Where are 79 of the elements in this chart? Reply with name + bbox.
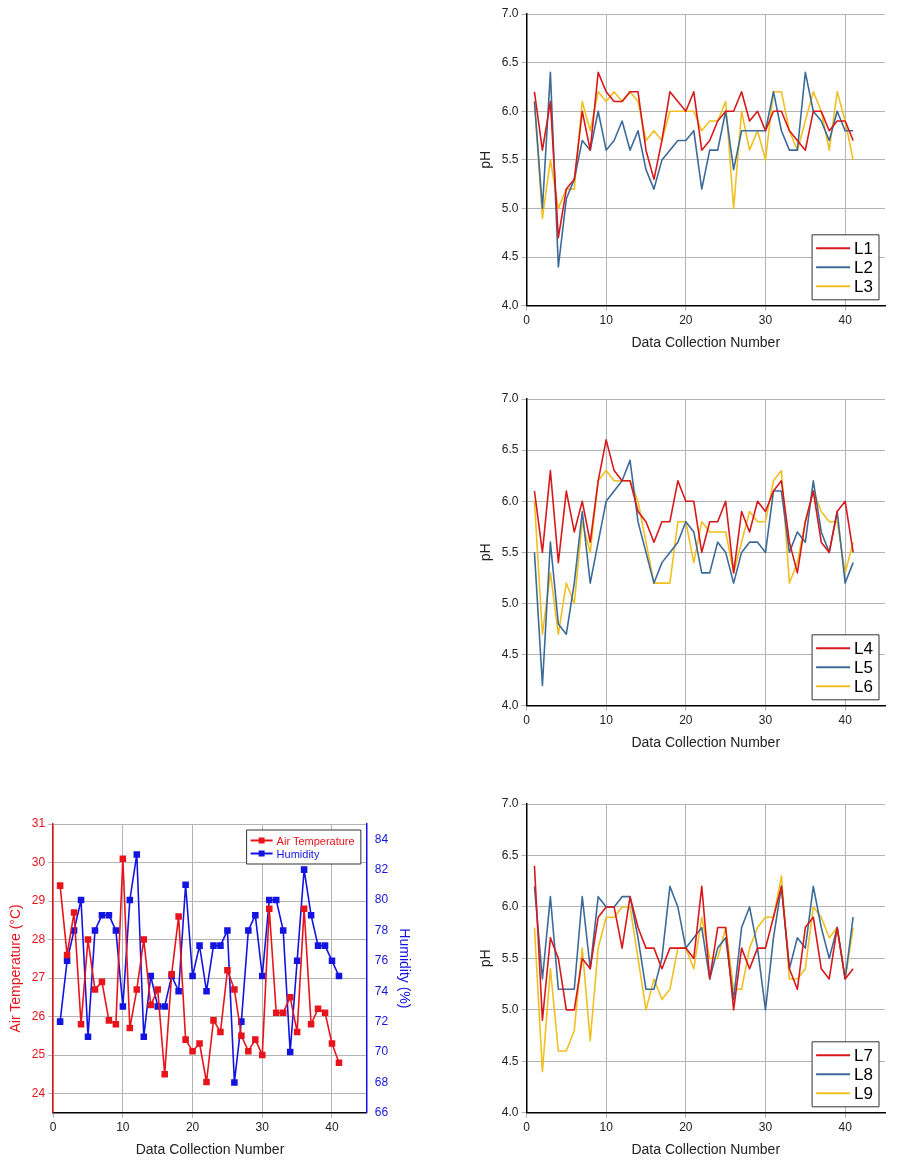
x-tick-label: 30 — [255, 1120, 270, 1135]
y-tick-label: 6.5 — [501, 442, 519, 457]
x-tick-label: 30 — [758, 313, 773, 328]
x-axis-title: Data Collection Number — [631, 1141, 781, 1158]
y-tick-label: 4.0 — [501, 298, 519, 313]
y-tick-label: 24 — [31, 1085, 46, 1100]
y-tick-label: 30 — [31, 854, 46, 869]
y-tick-label: 7.0 — [501, 6, 519, 21]
x-tick-label: 20 — [679, 713, 693, 728]
legend-label: L4 — [854, 638, 874, 658]
y-tick-label: 27 — [31, 970, 46, 985]
y-tick-label: 4.5 — [501, 646, 519, 661]
y2-tick-label: 68 — [374, 1074, 389, 1089]
y-axis-title: Air Temperature (°C) — [7, 904, 24, 1033]
x-tick-label: 30 — [758, 1120, 773, 1135]
legend-label: L3 — [854, 276, 874, 296]
legend-label: L1 — [854, 238, 874, 258]
y-tick-label: 5.5 — [501, 950, 519, 965]
y-axis-title: pH — [477, 543, 494, 562]
x-tick-label: 10 — [599, 1120, 614, 1135]
legend-label: L8 — [854, 1064, 874, 1084]
x-tick-label: 0 — [523, 713, 531, 728]
y-tick-label: 29 — [31, 893, 46, 908]
y-tick-label: 6.0 — [501, 493, 519, 508]
y-tick-label: 7.0 — [501, 391, 519, 406]
y-tick-label: 4.5 — [501, 249, 519, 264]
x-axis-title: Data Collection Number — [135, 1141, 285, 1158]
y-tick-label: 6.0 — [501, 103, 519, 118]
y-tick-label: 7.0 — [501, 796, 519, 811]
x-axis-title: Data Collection Number — [631, 334, 781, 351]
y-tick-label: 4.0 — [501, 1105, 519, 1120]
x-tick-label: 20 — [679, 313, 693, 328]
y-tick-label: 5.5 — [501, 152, 519, 167]
y-tick-label: 5.0 — [501, 200, 519, 215]
x-tick-label: 40 — [838, 313, 853, 328]
y-tick-label: 28 — [31, 931, 46, 946]
y-tick-label: 26 — [31, 1008, 46, 1023]
x-tick-label: 20 — [185, 1120, 200, 1135]
x-tick-label: 40 — [325, 1120, 339, 1135]
y-tick-label: 25 — [31, 1047, 46, 1062]
x-tick-label: 0 — [523, 1120, 531, 1135]
legend-label: Air Temperature — [276, 834, 355, 847]
y2-tick-label: 84 — [374, 831, 389, 846]
y2-tick-label: 74 — [374, 983, 389, 998]
y-tick-label: 6.5 — [501, 54, 519, 69]
y2-tick-label: 72 — [374, 1013, 389, 1028]
x-tick-label: 40 — [838, 713, 853, 728]
y2-tick-label: 66 — [374, 1105, 389, 1120]
y-tick-label: 31 — [31, 816, 46, 831]
y-tick-label: 6.5 — [501, 847, 519, 862]
legend-label: L7 — [854, 1045, 874, 1065]
y-tick-label: 5.5 — [501, 544, 519, 559]
y2-tick-label: 78 — [374, 922, 389, 937]
y2-tick-label: 70 — [374, 1044, 389, 1059]
x-tick-label: 0 — [49, 1120, 57, 1135]
y-tick-label: 5.0 — [501, 595, 519, 610]
y2-tick-label: 76 — [374, 953, 389, 968]
y-axis-title: pH — [477, 150, 494, 169]
x-tick-label: 0 — [523, 313, 531, 328]
x-tick-label: 10 — [599, 313, 614, 328]
legend-label: L6 — [854, 676, 874, 696]
y-tick-label: 4.5 — [501, 1053, 519, 1068]
x-tick-label: 30 — [758, 713, 773, 728]
x-tick-label: 40 — [838, 1120, 853, 1135]
legend-label: L2 — [854, 257, 874, 277]
y2-tick-label: 80 — [374, 892, 389, 907]
legend-label: L5 — [854, 657, 874, 677]
y-axis-title: pH — [477, 949, 494, 968]
x-axis-title: Data Collection Number — [631, 734, 781, 751]
x-tick-label: 10 — [116, 1120, 130, 1135]
legend-label: Humidity — [276, 847, 320, 860]
legend-label: L9 — [854, 1083, 874, 1103]
y-tick-label: 6.0 — [501, 899, 519, 914]
x-tick-label: 10 — [599, 713, 614, 728]
y-tick-label: 4.0 — [501, 698, 519, 713]
y2-tick-label: 82 — [374, 861, 389, 876]
x-tick-label: 20 — [679, 1120, 693, 1135]
y2-axis-title: Humidity (%) — [396, 928, 413, 1009]
y-tick-label: 5.0 — [501, 1002, 519, 1017]
